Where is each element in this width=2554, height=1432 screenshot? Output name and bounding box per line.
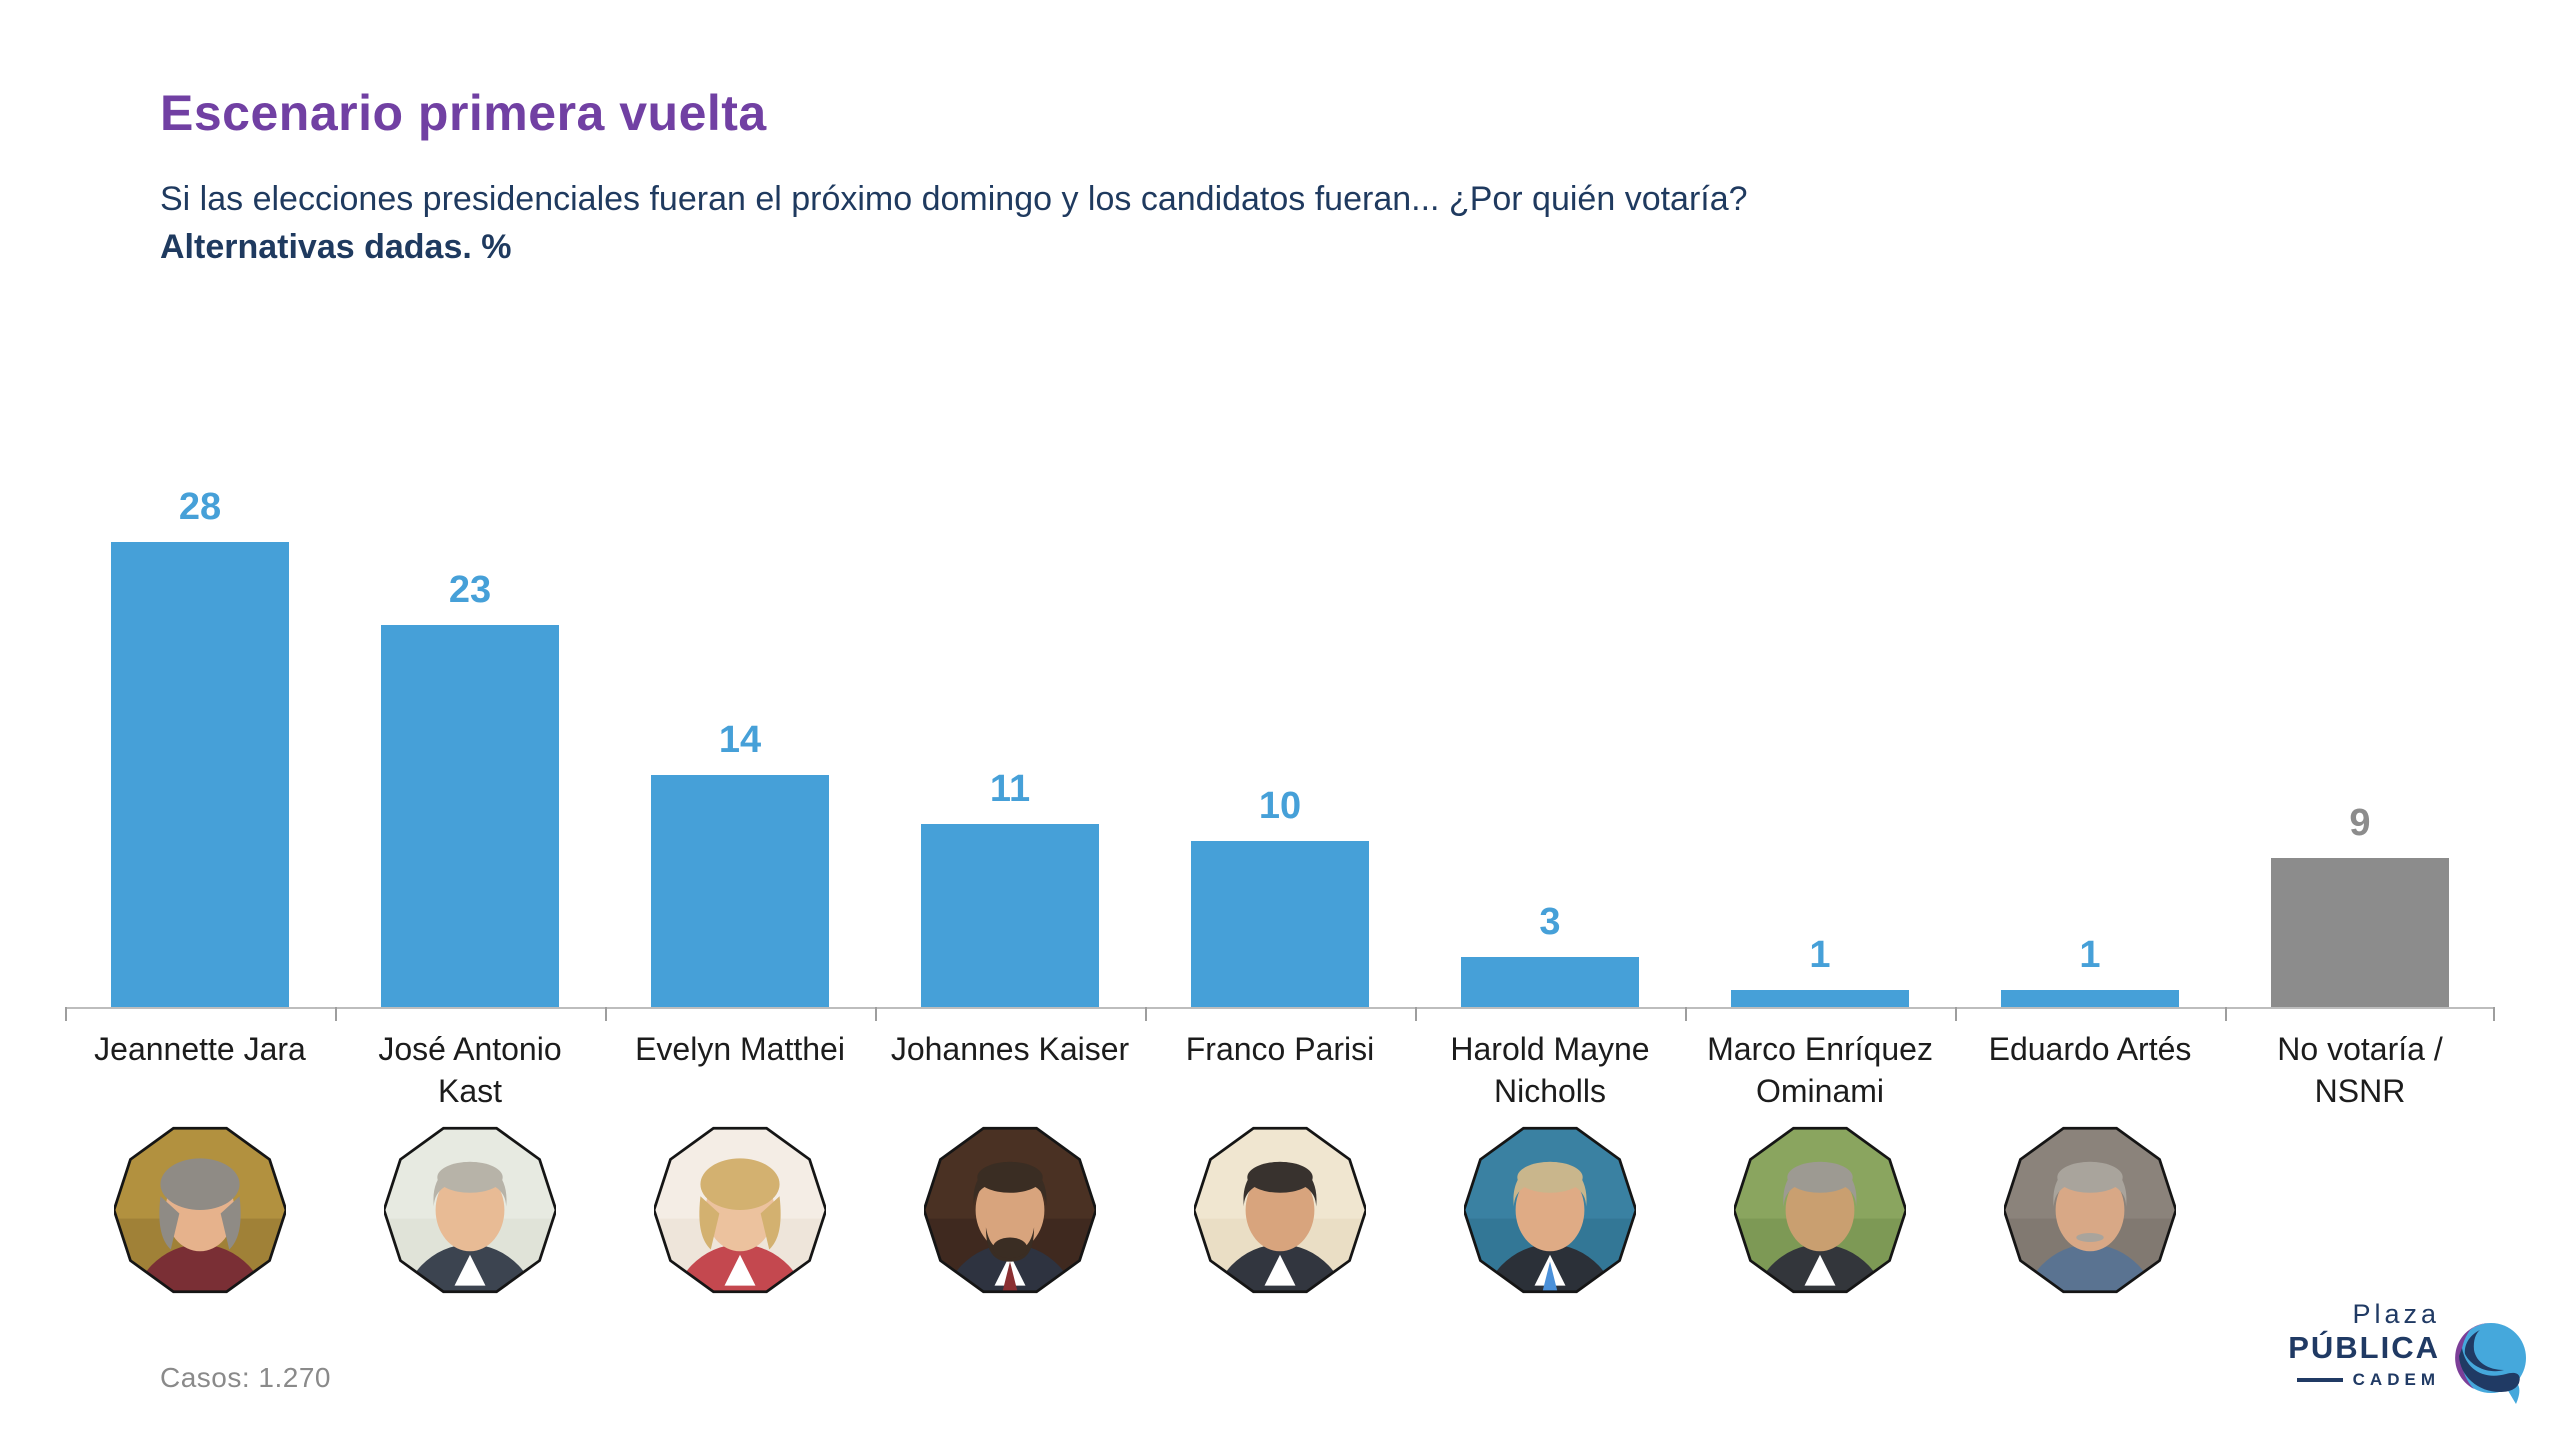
category-label-line: Harold Mayne (1450, 1031, 1650, 1067)
x-axis-tick (1145, 1007, 1147, 1021)
category-label-line: Nicholls (1493, 1073, 1607, 1109)
category-label: Marco Enríquez Ominami (1690, 1028, 1950, 1112)
candidate-photo (2002, 1124, 2178, 1296)
candidate-photo (1192, 1124, 1368, 1296)
bar-value-label: 23 (448, 569, 492, 611)
bar (2271, 858, 2449, 1007)
bar (2001, 990, 2179, 1007)
bar (1191, 841, 1369, 1007)
page-title: Escenario primera vuelta (160, 85, 767, 141)
category-label-line: No votaría / (2277, 1031, 2443, 1067)
category-label-line: Johannes Kaiser (890, 1031, 1130, 1067)
speech-bubble-icon (2450, 1320, 2532, 1413)
logo-word-cadem: CADEM (2352, 1370, 2440, 1389)
x-axis-tick (605, 1007, 607, 1021)
category-label: Franco Parisi (1150, 1028, 1410, 1070)
category-label-line: Marco Enríquez (1707, 1031, 1933, 1067)
category-label-line: José Antonio (378, 1031, 562, 1067)
bar (921, 824, 1099, 1007)
bar (381, 625, 559, 1007)
x-axis-tick (2225, 1007, 2227, 1021)
category-label: Evelyn Matthei (610, 1028, 870, 1070)
category-label: Jeannette Jara (70, 1028, 330, 1070)
logo-word-publica: PÚBLICA (2288, 1330, 2440, 1365)
logo-underline (2296, 1378, 2343, 1382)
bar (111, 542, 289, 1007)
category-label: No votaría / NSNR (2230, 1028, 2490, 1112)
category-label-line: Jeannette Jara (94, 1031, 306, 1067)
x-axis-tick (65, 1007, 67, 1021)
bar-value-label: 9 (2349, 802, 2371, 844)
bar (1461, 957, 1639, 1007)
bar-value-label: 28 (178, 486, 222, 528)
x-axis-tick (2493, 1007, 2495, 1021)
category-label: Eduardo Artés (1960, 1028, 2220, 1070)
candidate-photo (1462, 1124, 1638, 1296)
x-axis-line (65, 1007, 2495, 1009)
cases-note: Casos: 1.270 (160, 1362, 331, 1393)
page-subtitle: Si las elecciones presidenciales fueran … (160, 180, 1748, 218)
candidate-photo (1732, 1124, 1908, 1296)
bar-value-label: 1 (2079, 934, 2101, 976)
bar-value-label: 3 (1539, 901, 1561, 943)
logo-word-plaza: Plaza (2352, 1299, 2440, 1329)
x-axis-tick (1955, 1007, 1957, 1021)
category-label-line: Eduardo Artés (1988, 1031, 2192, 1067)
x-axis-tick (1415, 1007, 1417, 1021)
x-axis-tick (875, 1007, 877, 1021)
x-axis-tick (335, 1007, 337, 1021)
category-label-line: Ominami (1755, 1073, 1884, 1109)
candidate-photo (112, 1124, 288, 1296)
candidate-photo (922, 1124, 1098, 1296)
page-subtitle-bold: Alternativas dadas. % (160, 228, 512, 266)
category-label-line: NSNR (2314, 1073, 2406, 1109)
bar-value-label: 1 (1809, 934, 1831, 976)
logo-text: Plaza PÚBLICA CADEM (2270, 1298, 2440, 1390)
plaza-publica-cadem-logo: Plaza PÚBLICA CADEM (2270, 1298, 2540, 1420)
bar-value-label: 10 (1258, 785, 1302, 827)
logo-cadem-row: CADEM (2270, 1370, 2440, 1390)
candidate-photo (382, 1124, 558, 1296)
category-label: Johannes Kaiser (880, 1028, 1140, 1070)
bar (1731, 990, 1909, 1007)
category-label-line: Kast (437, 1073, 503, 1109)
category-label-line: Franco Parisi (1185, 1031, 1375, 1067)
x-axis-tick (1685, 1007, 1687, 1021)
bar (651, 775, 829, 1007)
category-label: Harold Mayne Nicholls (1420, 1028, 1680, 1112)
category-label: José Antonio Kast (340, 1028, 600, 1112)
bar-value-label: 11 (989, 768, 1031, 810)
category-label-line: Evelyn Matthei (635, 1031, 845, 1067)
candidate-photo (652, 1124, 828, 1296)
bar-value-label: 14 (718, 719, 762, 761)
